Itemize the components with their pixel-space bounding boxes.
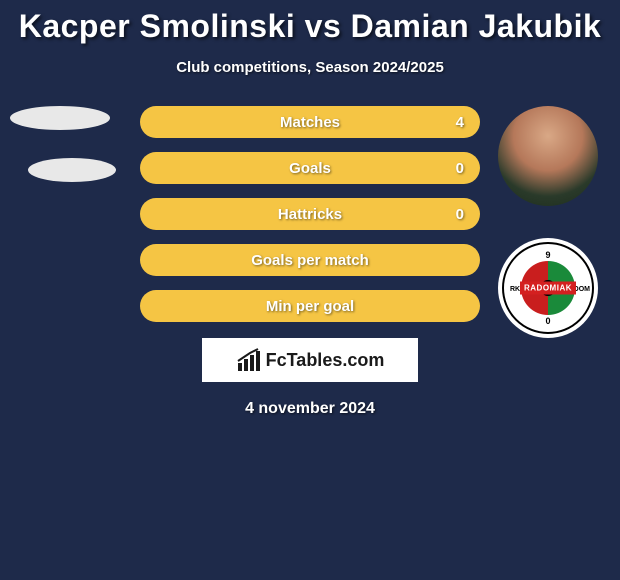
club-banner: RADOMIAK — [520, 282, 576, 295]
stat-bar-goals: Goals 0 — [140, 152, 480, 184]
brand-text: FcTables.com — [266, 350, 385, 371]
page-title: Kacper Smolinski vs Damian Jakubik — [0, 0, 620, 45]
stat-label: Goals — [289, 160, 331, 177]
brand-box: FcTables.com — [202, 338, 418, 382]
stat-label: Hattricks — [278, 206, 342, 223]
stat-right-value: 4 — [456, 114, 464, 131]
club-text-top: 9 — [545, 250, 550, 260]
date-text: 4 november 2024 — [0, 400, 620, 418]
stat-label: Goals per match — [251, 252, 369, 269]
chart-icon — [236, 347, 262, 373]
club-badge-ring: 9 RKS RADOM RADOMIAK 0 — [502, 242, 594, 334]
stat-bar-hattricks: Hattricks 0 — [140, 198, 480, 230]
stat-bar-goals-per-match: Goals per match — [140, 244, 480, 276]
left-player-avatar-placeholder — [10, 106, 110, 130]
stat-right-value: 0 — [456, 160, 464, 177]
stat-label: Min per goal — [266, 298, 354, 315]
comparison-content: 9 RKS RADOM RADOMIAK 0 Matches 4 Goals 0… — [0, 106, 620, 418]
left-player-column — [10, 106, 116, 182]
left-club-badge-placeholder — [28, 158, 116, 182]
subtitle: Club competitions, Season 2024/2025 — [0, 59, 620, 76]
right-club-badge: 9 RKS RADOM RADOMIAK 0 — [498, 238, 598, 338]
stat-label: Matches — [280, 114, 340, 131]
stat-bar-matches: Matches 4 — [140, 106, 480, 138]
stat-right-value: 0 — [456, 206, 464, 223]
right-player-column: 9 RKS RADOM RADOMIAK 0 — [498, 106, 598, 338]
stat-bar-min-per-goal: Min per goal — [140, 290, 480, 322]
right-player-avatar — [498, 106, 598, 206]
stat-bars: Matches 4 Goals 0 Hattricks 0 Goals per … — [140, 106, 480, 322]
club-text-bottom: 0 — [545, 316, 550, 326]
